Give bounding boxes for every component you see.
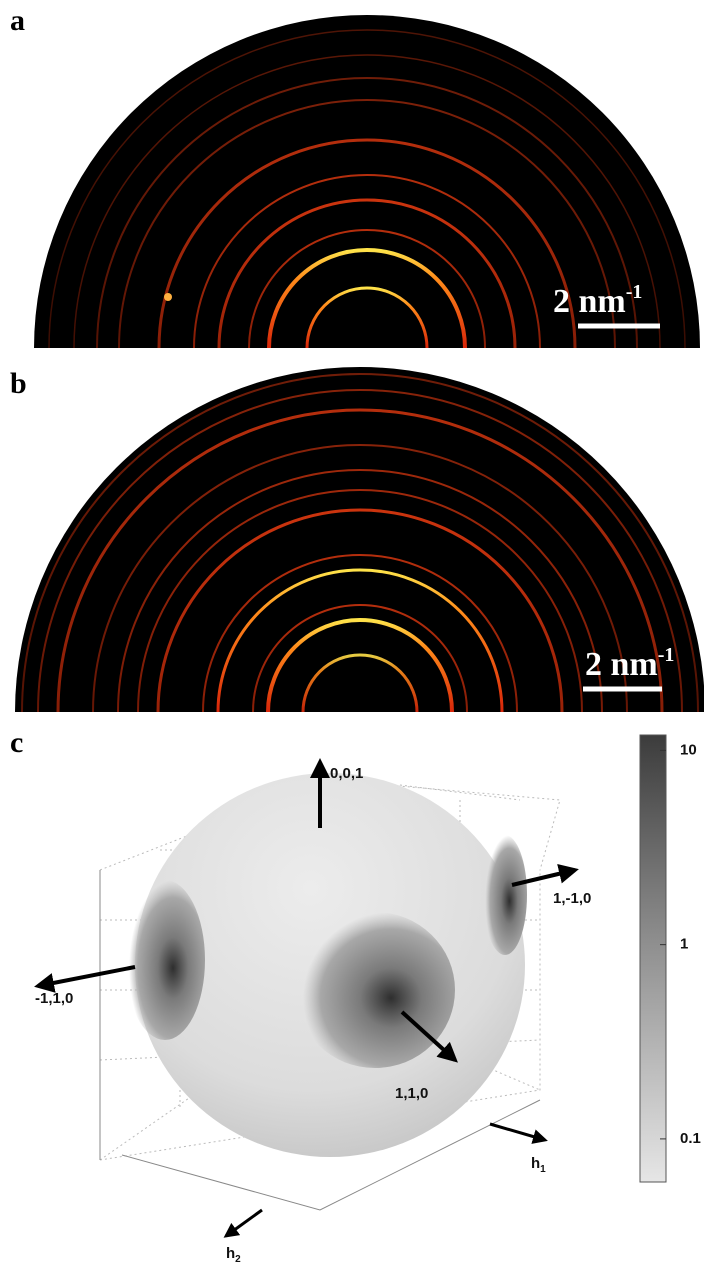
panel-label: a — [10, 4, 25, 37]
axis-subscript: 1 — [540, 1164, 546, 1175]
figure: a 2 nm-1 b 2 nm-1 c 0,0,1 1,-1,0 -1,1,0 — [0, 0, 704, 1273]
axis-label: 0,0,1 — [330, 765, 363, 782]
panel-label: b — [10, 367, 27, 400]
colorbar — [640, 735, 666, 1182]
axis-label: -1,1,0 — [35, 990, 73, 1007]
axis-text: h — [531, 1155, 540, 1172]
scale-text: 2 nm — [553, 283, 626, 320]
page: {"panels": [ {"label": "a", "scale_bar":… — [0, 0, 704, 1273]
axis-label: h2 — [226, 1245, 241, 1265]
scale-exponent: -1 — [658, 644, 675, 666]
panel-label: c — [10, 726, 23, 759]
scale-exponent: -1 — [626, 281, 643, 303]
axis-label: 1,-1,0 — [553, 890, 591, 907]
colorbar-tick-label: 0.1 — [680, 1130, 701, 1147]
axis-label: 1,1,0 — [395, 1085, 428, 1102]
colorbar-tick-label: 1 — [680, 936, 688, 953]
axis-subscript: 2 — [235, 1254, 241, 1265]
colorbar-tick-label: 10 — [680, 741, 697, 758]
surface — [125, 773, 527, 1157]
axis-text: h — [226, 1245, 235, 1262]
axis-label: h1 — [531, 1155, 546, 1175]
scale-text: 2 nm — [585, 646, 658, 683]
